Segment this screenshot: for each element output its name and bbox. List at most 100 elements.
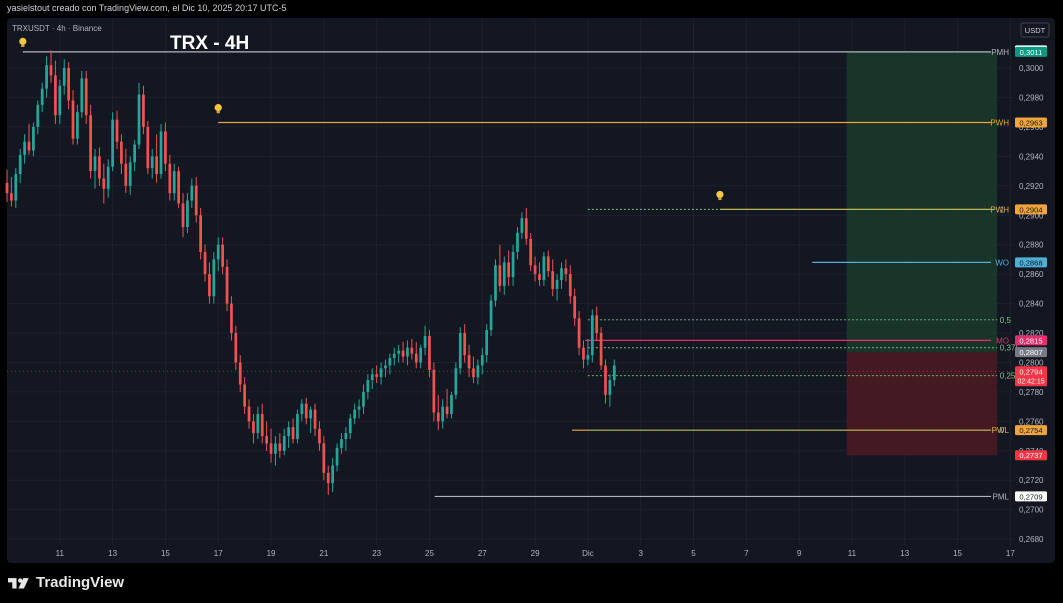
candle [23, 134, 26, 164]
candle [54, 60, 57, 124]
candle [45, 56, 48, 98]
candle-body [18, 154, 22, 175]
candle-body [304, 403, 308, 419]
candle-body [454, 368, 458, 395]
candle-body [485, 330, 489, 356]
candle-body [14, 174, 18, 201]
candle [278, 433, 282, 459]
x-tick-label: 13 [108, 549, 117, 558]
candle [212, 252, 216, 304]
candle-body [555, 280, 559, 289]
candle [36, 100, 40, 135]
candle-body [406, 347, 409, 357]
candle-body [76, 112, 79, 139]
price-tag-text: 0,2963 [1019, 119, 1042, 128]
candle [555, 274, 559, 301]
candle-body [366, 380, 370, 392]
candle [111, 112, 114, 172]
y-tick-label: 0,2880 [1019, 241, 1044, 250]
candle-body [582, 347, 585, 360]
candle-body [436, 412, 440, 422]
y-tick-label: 0,2800 [1019, 358, 1044, 367]
candle-body [392, 353, 396, 359]
candle-body [296, 413, 299, 440]
candle-body [463, 333, 467, 356]
chart-panel [7, 18, 1055, 563]
candle [71, 90, 75, 145]
candle-body [568, 274, 572, 297]
y-tick-label: 0,2920 [1019, 182, 1044, 191]
candle-body [450, 394, 453, 414]
candle [586, 338, 590, 366]
candle-body [428, 335, 431, 370]
candle [604, 359, 607, 404]
fib-label: 0,25 [1000, 372, 1016, 381]
candle [181, 193, 185, 238]
x-tick-label: 23 [372, 549, 381, 558]
x-tick-label: 15 [161, 549, 170, 558]
candle-body [137, 94, 141, 145]
candle [80, 70, 84, 119]
price-tag-bg [1015, 46, 1047, 57]
candle-body [260, 413, 264, 437]
candle [480, 347, 484, 375]
x-axis: 11 13 15 17 19 21 23 25 27 29 Dic 3 5 7 9 11 13 15 17 [56, 549, 1016, 558]
candle [533, 256, 537, 282]
candle [472, 356, 475, 384]
candle [542, 252, 546, 286]
candle [124, 149, 128, 194]
candle-body [441, 406, 445, 422]
candle-body [419, 347, 423, 363]
candle [247, 399, 251, 429]
candle [384, 359, 387, 378]
candle [172, 163, 176, 201]
candle-body [423, 335, 427, 348]
candle-body [274, 443, 277, 454]
candle [511, 244, 515, 286]
candle-body [150, 156, 154, 169]
price-tag-bg [1015, 425, 1047, 436]
candle [564, 259, 568, 282]
candle [590, 309, 594, 363]
candle-body [247, 406, 251, 422]
candle [313, 403, 317, 437]
candle [348, 413, 352, 440]
y-axis: 0,30000,29800,29600,29400,29200,29000,28… [1019, 64, 1044, 544]
candle-body [67, 68, 70, 101]
tradingview-footer[interactable]: TradingView [8, 574, 124, 591]
candle-body [80, 78, 84, 113]
candle-body [142, 94, 145, 127]
candle [58, 79, 62, 124]
price-tag-text: 0,2709 [1019, 492, 1042, 501]
candle [507, 250, 511, 286]
candle-body [401, 350, 405, 357]
candle-body [533, 265, 537, 275]
y-tick-label: 0,2980 [1019, 93, 1044, 102]
x-tick-label: 9 [797, 549, 802, 558]
candle [199, 207, 202, 260]
price-tag-bg [1015, 335, 1047, 346]
price-tag-bg [1015, 347, 1047, 358]
lightbulb-icon [716, 190, 724, 201]
price-tag-bg [1015, 450, 1047, 461]
candle-body [595, 315, 599, 334]
candle-body [344, 433, 348, 440]
candle-body [146, 126, 150, 169]
candle-body [520, 218, 524, 233]
candle [159, 123, 163, 179]
candle-body [542, 256, 546, 281]
candle [238, 355, 242, 392]
candle-body [234, 333, 238, 363]
candle [234, 325, 238, 370]
candle-body [353, 409, 357, 419]
candle-body [410, 347, 414, 354]
candle [287, 421, 291, 448]
candle [520, 212, 524, 239]
candle [463, 324, 467, 363]
candle [538, 262, 541, 286]
candle-body [194, 185, 198, 216]
candle [467, 344, 471, 378]
candle-body [375, 374, 379, 378]
candle [62, 59, 66, 95]
